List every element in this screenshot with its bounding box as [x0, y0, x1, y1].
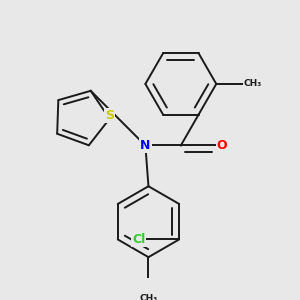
Text: N: N	[140, 139, 151, 152]
Text: S: S	[105, 109, 114, 122]
Text: Cl: Cl	[132, 233, 146, 246]
Text: CH₃: CH₃	[139, 294, 158, 300]
Text: CH₃: CH₃	[244, 80, 262, 88]
Text: O: O	[217, 139, 227, 152]
